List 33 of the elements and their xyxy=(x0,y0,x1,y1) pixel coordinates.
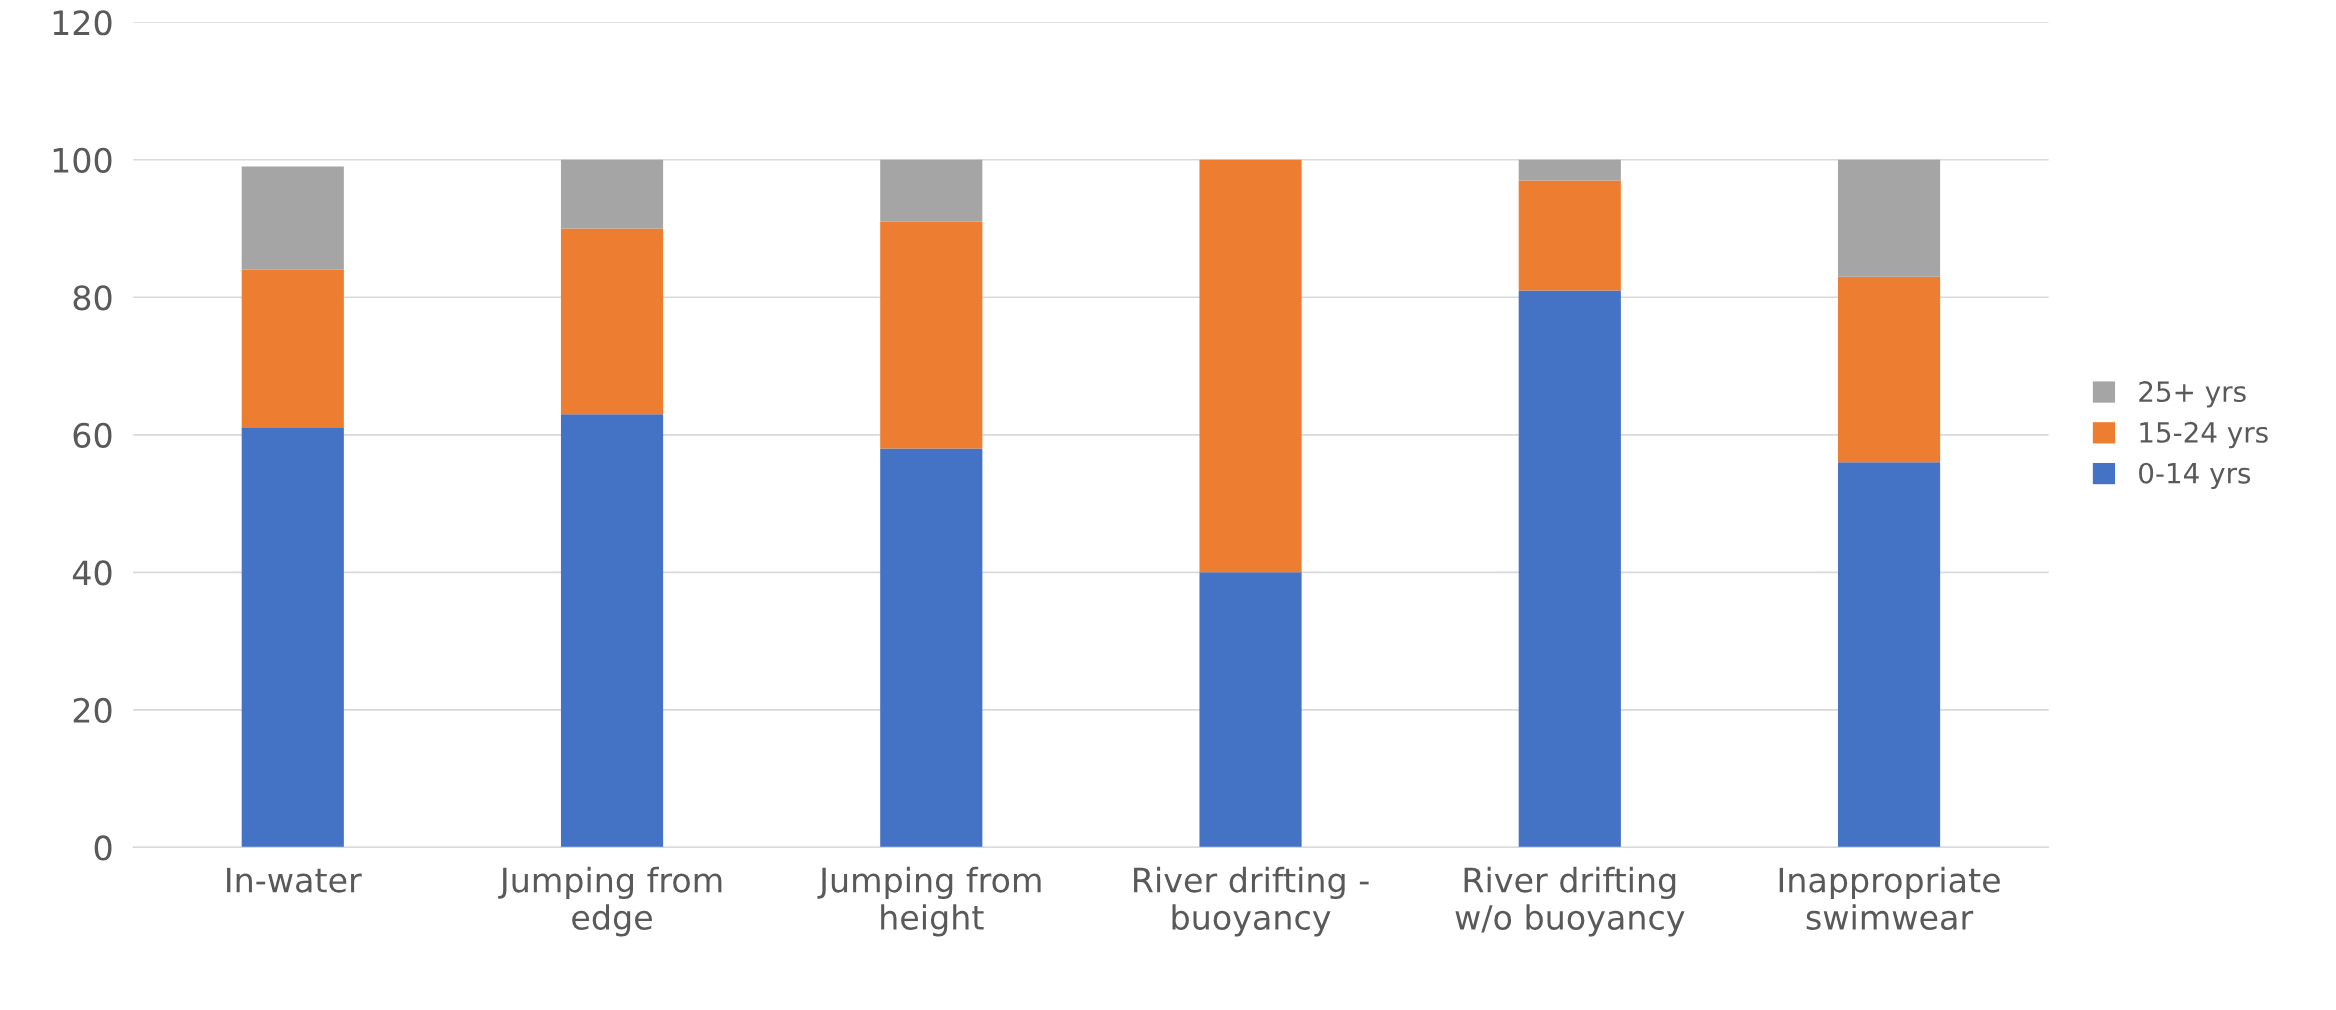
bar xyxy=(241,269,344,428)
bar xyxy=(241,427,344,848)
bar xyxy=(241,166,344,270)
y-tick-label: 20 xyxy=(73,697,112,723)
bar xyxy=(560,414,664,848)
bar xyxy=(1518,159,1621,181)
x-tick-label: In-water xyxy=(227,867,362,893)
y-tick-label: 100 xyxy=(53,147,112,173)
y-tick-label: 120 xyxy=(53,10,112,36)
bar xyxy=(560,228,664,415)
bar xyxy=(1518,180,1621,291)
bar xyxy=(1518,290,1621,848)
x-tick-label: River drifting - buoyancy xyxy=(1134,866,1369,937)
legend-label: 25+ yrs xyxy=(2139,381,2246,408)
y-tick-label: 0 xyxy=(94,835,112,861)
bar xyxy=(1837,159,1941,277)
y-tick-label: 40 xyxy=(72,560,112,586)
y-tick-label: 80 xyxy=(73,285,112,311)
legend-label: 0-14 yrs xyxy=(2139,462,2251,490)
bar xyxy=(1199,159,1302,573)
x-tick-label: Jumping from height xyxy=(817,866,1041,937)
x-tick-label: Inappropriate swimwear xyxy=(1779,866,2000,930)
bar xyxy=(880,221,983,449)
bar xyxy=(1199,572,1302,848)
legend-label: 15-24 yrs xyxy=(2140,421,2268,449)
x-tick-label: Jumping from edge xyxy=(498,866,722,937)
bar xyxy=(1837,276,1941,463)
bar xyxy=(1837,462,1941,848)
bar xyxy=(880,159,983,222)
bar xyxy=(560,159,664,229)
bar xyxy=(880,448,983,848)
y-tick-label: 60 xyxy=(73,422,112,448)
x-tick-label: River drifting w/o buoyancy xyxy=(1455,866,1685,937)
